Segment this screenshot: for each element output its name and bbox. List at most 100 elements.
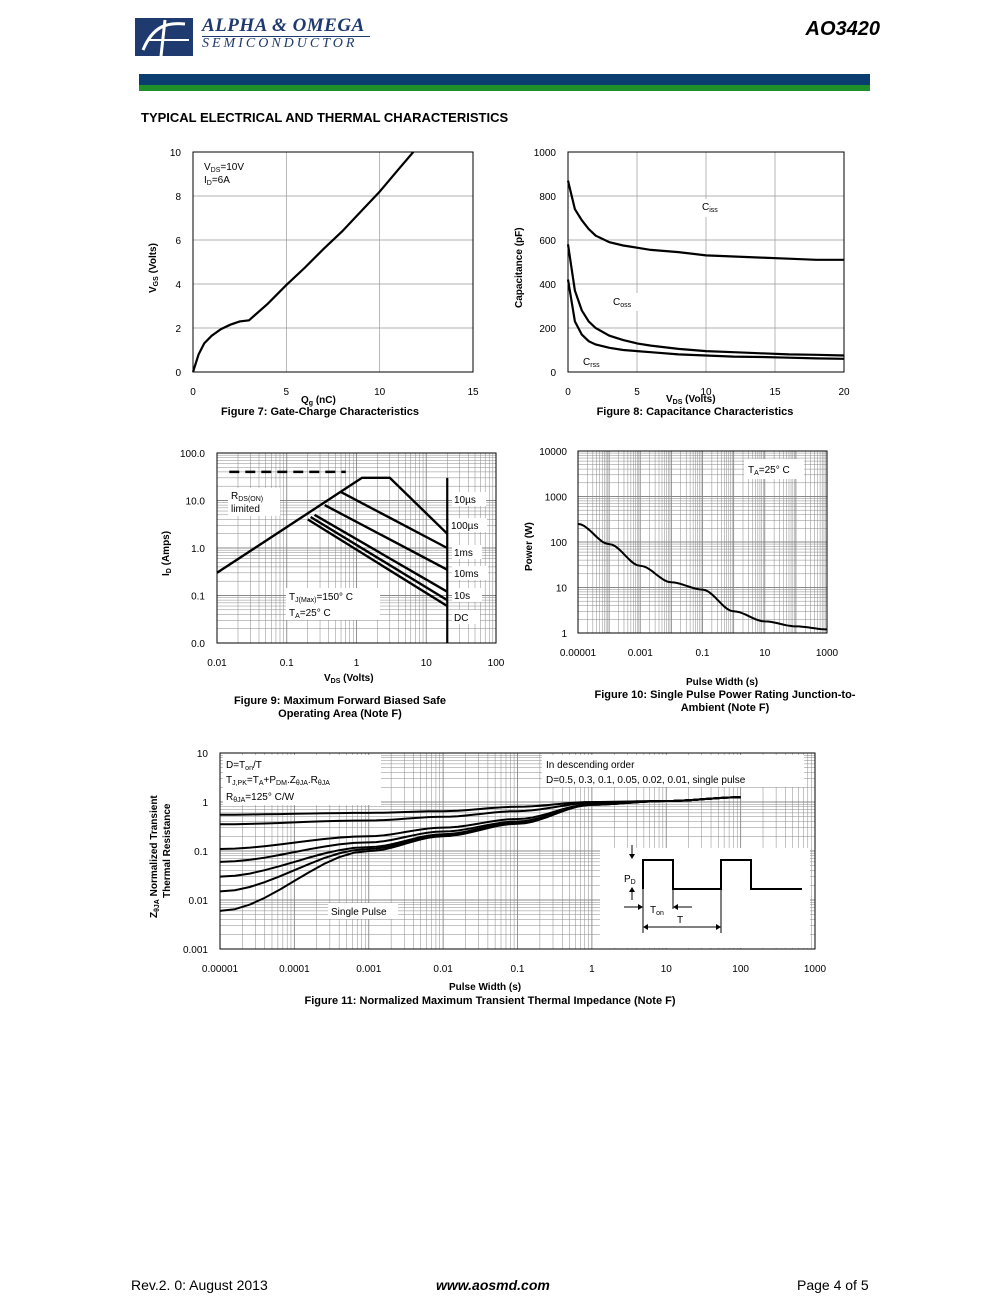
fig11-xtick-2: 0.001 (356, 964, 381, 975)
fig8-xtick-3: 15 (769, 387, 781, 398)
fig7-ytick-4: 8 (175, 192, 181, 203)
fig9-ytick-1: 0.1 (191, 592, 205, 603)
fig9-label-10s: 10s (454, 591, 470, 602)
section-title: TYPICAL ELECTRICAL AND THERMAL CHARACTER… (141, 110, 509, 125)
fig7-ytick-1: 2 (175, 324, 181, 335)
fig9-label-10us: 10µs (454, 495, 476, 506)
fig9-label-10ms: 10ms (454, 569, 478, 580)
fig7-annotation-vds: VDS=10V (204, 162, 244, 174)
fig7-curve (191, 151, 415, 373)
fig10-chart: 0.00001 0.001 0.1 10 1000 1 10 100 1000 10000 TA=… (524, 447, 839, 688)
fig7-ylabel: VGS (Volts) (148, 243, 160, 293)
fig9-curve-DC (307, 518, 448, 608)
fig10-ytick-0: 1 (561, 629, 567, 640)
fig8-xlabel: VDS (Volts) (666, 394, 716, 406)
fig9-ytick-3: 10.0 (186, 497, 206, 508)
fig8-ytick-3: 600 (539, 236, 556, 247)
fig8-xtick-0: 0 (565, 387, 571, 398)
fig9-xtick-3: 10 (421, 658, 433, 669)
fig11-chart: 0.00001 0.0001 0.001 0.01 0.1 1 10 100 1000 0.001… (149, 749, 827, 993)
fig9-xtick-2: 1 (354, 658, 360, 669)
fig10-xlabel: Pulse Width (s) (686, 677, 758, 688)
fig9-xtick-4: 100 (488, 658, 505, 669)
fig9-xtick-0: 0.01 (207, 658, 227, 669)
fig8-gridlines (568, 152, 844, 372)
fig11-pulse-label-pd: PD (624, 874, 636, 886)
fig10-xtick-0: 0.00001 (560, 648, 597, 659)
fig7-gridlines (193, 152, 473, 372)
fig9-curve-100us (340, 491, 448, 550)
fig11-ylabel-line2: Thermal Resistance (162, 803, 173, 898)
fig11-xlabel: Pulse Width (s) (449, 982, 521, 993)
fig8-curve-coss (566, 244, 845, 357)
company-name-line1: ALPHA & OMEGA (202, 15, 365, 36)
fig11-pulse-diagram: PD Ton T (600, 845, 810, 948)
fig11-caption: Figure 11: Normalized Maximum Transient … (304, 995, 676, 1007)
fig8-xtick-1: 5 (634, 387, 640, 398)
fig9-label-dc: DC (454, 613, 468, 624)
fig7-ytick-5: 10 (170, 148, 182, 159)
fig10-caption-line2: Ambient (Note F) (680, 702, 770, 714)
fig10-caption-line1: Figure 10: Single Pulse Power Rating Jun… (594, 689, 856, 701)
fig7-annotation-id: ID=6A (204, 175, 230, 187)
fig9-label-100us: 100µs (451, 521, 478, 532)
fig9-ylabel: ID (Amps) (161, 531, 173, 576)
fig10-xtick-4: 1000 (816, 648, 839, 659)
fig9-ytick-2: 1.0 (191, 544, 205, 555)
fig9-ytick-4: 100.0 (180, 449, 205, 460)
fig10-ylabel: Power (W) (524, 522, 535, 571)
fig11-ytick-2: 0.1 (194, 847, 208, 858)
fig7-ytick-0: 0 (175, 368, 181, 379)
fig10-xtick-2: 0.1 (696, 648, 710, 659)
fig11-annotation-dlist: D=0.5, 0.3, 0.1, 0.05, 0.02, 0.01, singl… (546, 775, 746, 786)
fig11-xtick-5: 1 (589, 964, 595, 975)
fig8-ytick-1: 200 (539, 324, 556, 335)
fig10-ytick-1: 10 (556, 584, 568, 595)
fig8-ylabel: Capacitance (pF) (514, 227, 525, 308)
fig11-ytick-1: 0.01 (189, 896, 209, 907)
fig9-label-1ms: 1ms (454, 548, 473, 559)
fig8-ytick-5: 1000 (534, 148, 557, 159)
fig11-pulse-label-t: T (677, 915, 683, 926)
fig9-caption-line1: Figure 9: Maximum Forward Biased Safe (233, 695, 447, 707)
fig8-caption: Figure 8: Capacitance Characteristics (596, 406, 794, 418)
fig9-annotation-ta: TA=25° C (289, 608, 331, 620)
fig8-curve-ciss (566, 180, 844, 261)
company-name-line2: SEMICONDUCTOR (202, 36, 358, 51)
fig8-ytick-2: 400 (539, 280, 556, 291)
fig11-curve-6 (219, 796, 741, 912)
fig8-curve-crss (566, 279, 845, 360)
logo-divider (202, 36, 370, 37)
company-logo (135, 16, 195, 60)
fig10-annotation-ta: TA=25° C (748, 465, 790, 477)
fig9-xtick-1: 0.1 (280, 658, 294, 669)
fig7-xtick-2: 10 (374, 387, 386, 398)
fig10-ytick-3: 1000 (545, 493, 568, 504)
fig11-xtick-1: 0.0001 (279, 964, 310, 975)
fig7-ytick-2: 4 (175, 280, 181, 291)
fig8-xtick-4: 20 (838, 387, 850, 398)
fig10-xtick-3: 10 (759, 648, 771, 659)
fig7-xtick-3: 15 (467, 387, 479, 398)
fig9-annotation-limited: limited (231, 504, 260, 515)
fig8-ytick-4: 800 (539, 192, 556, 203)
fig11-xtick-0: 0.00001 (202, 964, 239, 975)
fig11-xtick-8: 1000 (804, 964, 827, 975)
fig7-xtick-0: 0 (190, 387, 196, 398)
fig10-ytick-4: 10000 (539, 447, 567, 458)
fig9-ytick-0: 0.0 (191, 639, 205, 650)
fig8-ytick-0: 0 (550, 368, 556, 379)
fig9-gridlines (217, 453, 496, 643)
fig11-annotation-d: D=Ton/T (226, 760, 262, 772)
fig11-ytick-3: 1 (202, 798, 208, 809)
footer-website[interactable]: www.aosmd.com (436, 1277, 550, 1293)
fig11-annotation-order: In descending order (546, 760, 635, 771)
fig7-ytick-3: 6 (175, 236, 181, 247)
footer-revision: Rev.2. 0: August 2013 (131, 1277, 268, 1293)
fig11-xtick-6: 10 (661, 964, 673, 975)
fig11-ytick-0: 0.001 (183, 945, 208, 956)
fig10-ytick-2: 100 (550, 538, 567, 549)
